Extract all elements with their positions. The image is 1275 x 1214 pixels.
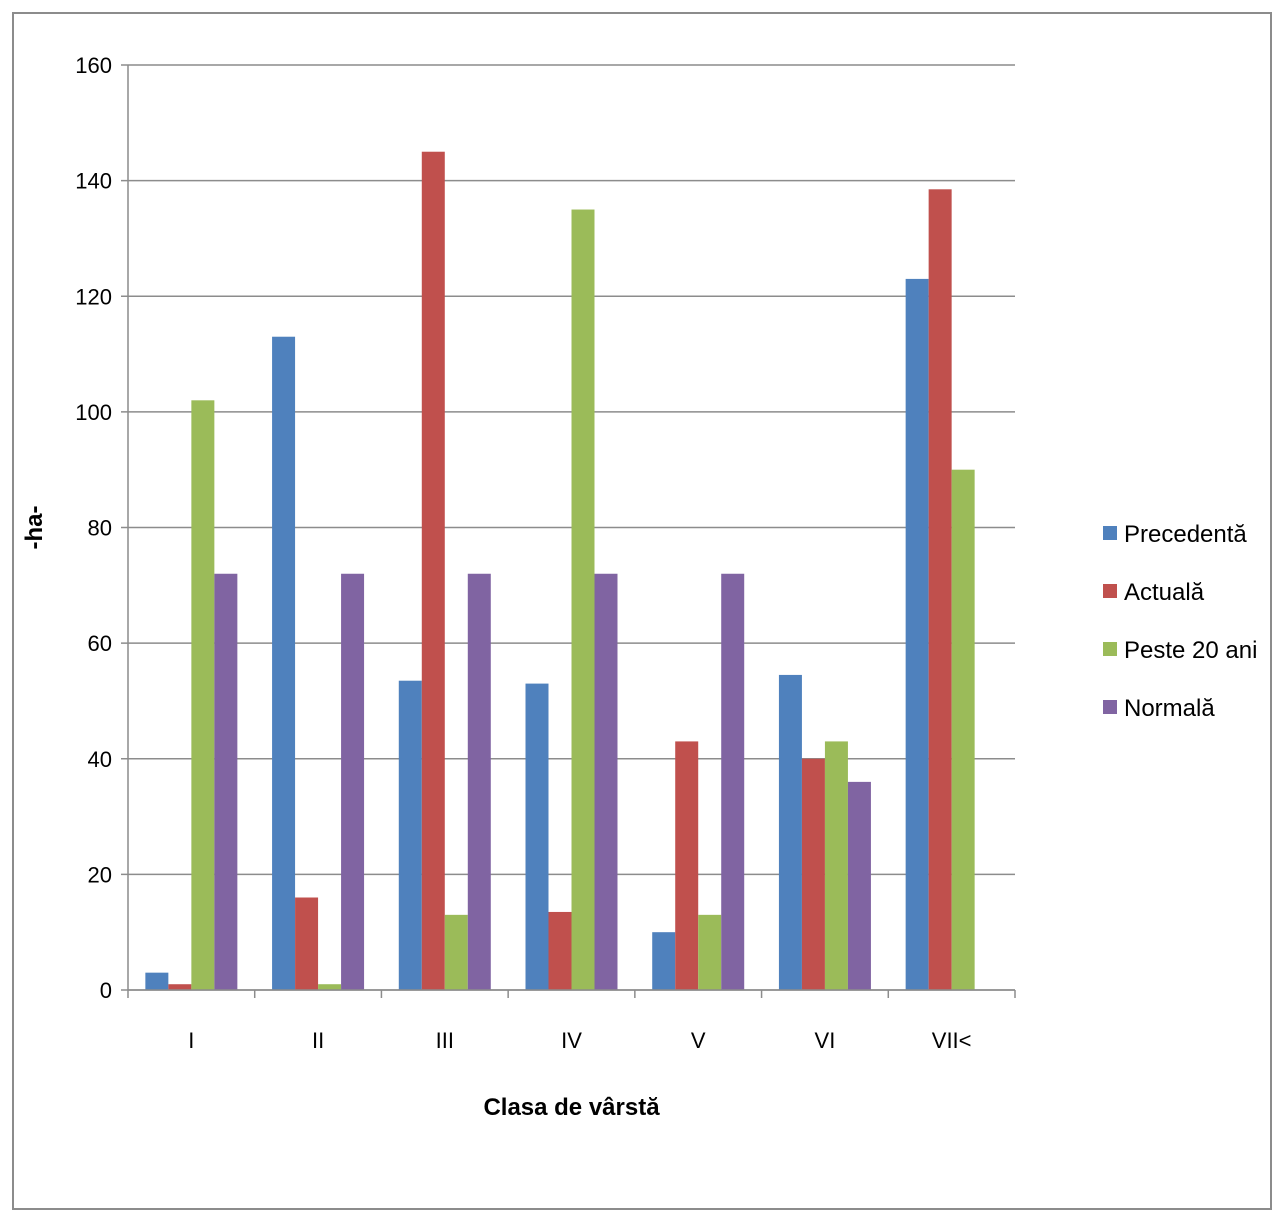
y-tick-label: 80 bbox=[88, 516, 112, 541]
bar bbox=[191, 400, 215, 990]
bar bbox=[272, 336, 296, 990]
bar bbox=[721, 573, 745, 990]
y-axis-title: -ha- bbox=[21, 506, 48, 550]
x-axis-title: Clasa de vârstă bbox=[483, 1094, 660, 1121]
y-tick-label: 140 bbox=[75, 169, 112, 194]
x-tick-label: III bbox=[436, 1028, 454, 1053]
bar bbox=[145, 972, 169, 990]
y-tick-label: 0 bbox=[100, 978, 112, 1003]
bar bbox=[847, 781, 871, 990]
bar bbox=[652, 932, 676, 990]
x-tick-label: VII< bbox=[932, 1028, 972, 1053]
y-tick-label: 20 bbox=[88, 862, 112, 887]
bar bbox=[318, 984, 342, 990]
legend-label: Normală bbox=[1124, 695, 1215, 722]
bar bbox=[214, 573, 238, 990]
bar bbox=[398, 680, 422, 990]
y-tick-label: 40 bbox=[88, 747, 112, 772]
bar bbox=[928, 189, 952, 990]
bar bbox=[778, 674, 802, 990]
bar bbox=[525, 683, 549, 990]
bar bbox=[444, 914, 468, 990]
y-tick-label: 60 bbox=[88, 631, 112, 656]
legend-label: Actuală bbox=[1124, 579, 1205, 606]
bar bbox=[571, 209, 595, 990]
bar bbox=[905, 278, 929, 990]
bar bbox=[341, 573, 365, 990]
x-tick-label: V bbox=[691, 1028, 706, 1053]
legend: Precedentă Actuală Peste 20 ani Normală bbox=[1103, 521, 1257, 722]
y-tick-label: 100 bbox=[75, 400, 112, 425]
bar bbox=[675, 741, 699, 990]
legend-swatch bbox=[1103, 584, 1117, 598]
bar bbox=[168, 984, 192, 990]
bar bbox=[698, 914, 722, 990]
bar bbox=[295, 897, 319, 990]
y-tick-label: 160 bbox=[75, 53, 112, 78]
bar bbox=[467, 573, 491, 990]
x-tick-label: I bbox=[188, 1028, 194, 1053]
bar bbox=[824, 741, 848, 990]
bar bbox=[951, 469, 975, 990]
x-tick-label: II bbox=[312, 1028, 324, 1053]
legend-label: Peste 20 ani bbox=[1124, 637, 1257, 664]
x-tick-label: IV bbox=[561, 1028, 582, 1053]
bar bbox=[548, 911, 572, 990]
x-tick-label: VI bbox=[815, 1028, 836, 1053]
bars bbox=[145, 151, 975, 990]
legend-swatch bbox=[1103, 526, 1117, 540]
bar bbox=[421, 151, 445, 990]
legend-swatch bbox=[1103, 642, 1117, 656]
bar bbox=[594, 573, 618, 990]
bar bbox=[801, 758, 825, 990]
y-tick-label: 120 bbox=[75, 284, 112, 309]
legend-label: Precedentă bbox=[1124, 521, 1247, 548]
legend-swatch bbox=[1103, 700, 1117, 714]
